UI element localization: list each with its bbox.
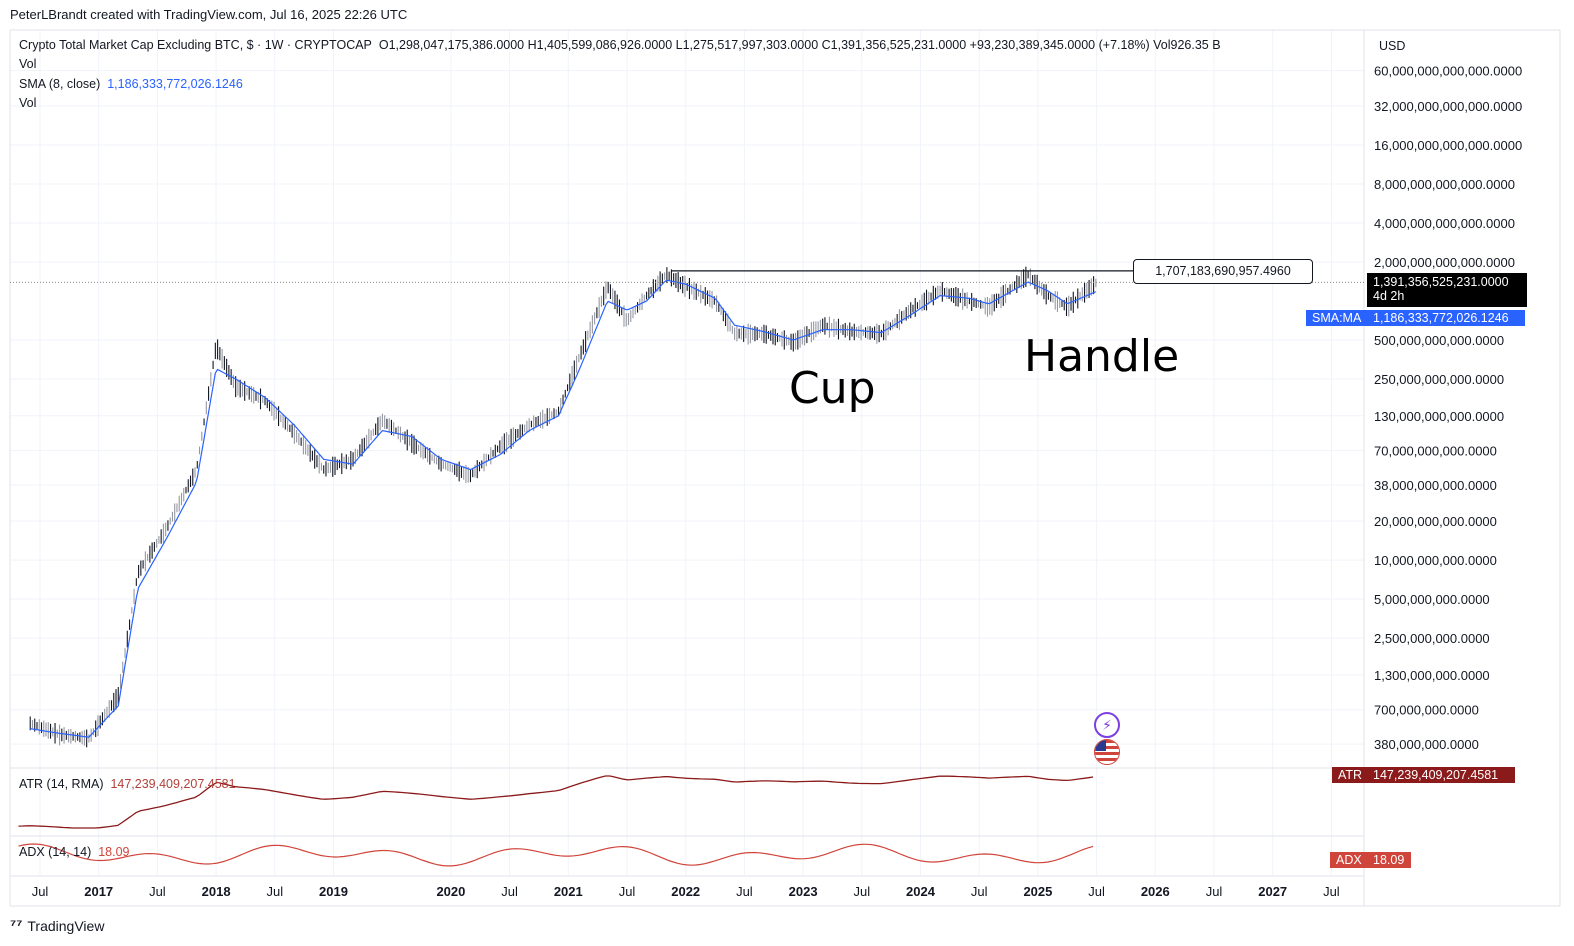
- price-axis-label: 60,000,000,000,000.0000: [1374, 64, 1522, 79]
- sma-tag: SMA:MA: [1306, 310, 1368, 326]
- adx-legend-label: ADX (14, 14): [19, 845, 92, 859]
- symbol-title: Crypto Total Market Cap Excluding BTC, $…: [19, 38, 372, 52]
- atr-line: [18, 775, 1094, 829]
- adx-tag: ADX: [1330, 852, 1368, 868]
- price-axis-label: 380,000,000.0000: [1374, 737, 1479, 752]
- time-axis-label: 2025: [1023, 884, 1052, 899]
- price-candles: [29, 266, 1097, 748]
- chart-credit: PeterLBrandt created with TradingView.co…: [10, 7, 408, 22]
- sma-legend-label: SMA (8, close): [19, 77, 101, 91]
- handle-annotation: Handle: [1024, 331, 1179, 382]
- atr-legend-value: 147,239,409,207.4581: [110, 777, 236, 791]
- time-axis-label: 2023: [789, 884, 818, 899]
- price-axis-label: 500,000,000,000.0000: [1374, 333, 1504, 348]
- time-axis-label: Jul: [1323, 884, 1340, 899]
- price-axis-label: 2,000,000,000,000.0000: [1374, 255, 1515, 270]
- time-axis-label: 2020: [436, 884, 465, 899]
- time-axis-label: 2018: [202, 884, 231, 899]
- sma-legend-value: 1,186,333,772,026.1246: [107, 77, 243, 91]
- price-axis-label: 32,000,000,000,000.0000: [1374, 99, 1522, 114]
- price-axis: 60,000,000,000,000.0000 32,000,000,000,00…: [1374, 64, 1522, 752]
- time-axis-label: Jul: [853, 884, 870, 899]
- time-axis-label: 2026: [1141, 884, 1170, 899]
- symbol-legend[interactable]: Crypto Total Market Cap Excluding BTC, $…: [19, 38, 1221, 52]
- tradingview-logo[interactable]: ⁷⁷ TradingView: [10, 917, 104, 934]
- vol-legend[interactable]: Vol: [19, 57, 37, 71]
- time-axis-label: Jul: [32, 884, 49, 899]
- price-axis-label: 10,000,000,000.0000: [1374, 553, 1497, 568]
- time-axis-label: 2019: [319, 884, 348, 899]
- time-axis-label: Jul: [501, 884, 518, 899]
- us-flag-icon[interactable]: [1094, 739, 1120, 765]
- price-axis-label: 20,000,000,000.0000: [1374, 514, 1497, 529]
- time-axis-label: 2022: [671, 884, 700, 899]
- price-axis-label: 4,000,000,000,000.0000: [1374, 216, 1515, 231]
- resistance-callout[interactable]: 1,707,183,690,957.4960: [1133, 259, 1313, 284]
- time-axis-label: Jul: [266, 884, 283, 899]
- time-axis-label: Jul: [1206, 884, 1223, 899]
- last-price-tag: 1,391,356,525,231.0000 4d 2h: [1367, 273, 1527, 307]
- time-axis-label: Jul: [736, 884, 753, 899]
- price-axis-label: 16,000,000,000,000.0000: [1374, 138, 1522, 153]
- atr-tag: ATR: [1332, 767, 1369, 783]
- price-axis-label: 70,000,000,000.0000: [1374, 444, 1497, 459]
- price-axis-label: 5,000,000,000.0000: [1374, 592, 1490, 607]
- time-axis-label: Jul: [619, 884, 636, 899]
- ohlc-values: O1,298,047,175,386.0000 H1,405,599,086,9…: [378, 38, 1221, 52]
- bar-countdown: 4d 2h: [1373, 289, 1405, 303]
- price-axis-label: 700,000,000.0000: [1374, 703, 1479, 718]
- time-axis-label: Jul: [1088, 884, 1105, 899]
- tradingview-logo-icon: ⁷⁷: [10, 917, 23, 934]
- atr-legend-label: ATR (14, RMA): [19, 777, 104, 791]
- price-axis-label: 250,000,000,000.0000: [1374, 372, 1504, 387]
- sma-line: [30, 279, 1097, 738]
- time-axis-label: 2024: [906, 884, 936, 899]
- price-axis-label: 8,000,000,000,000.0000: [1374, 177, 1515, 192]
- price-axis-label: 130,000,000,000.0000: [1374, 409, 1504, 424]
- adx-legend[interactable]: ADX (14, 14) 18.09: [19, 845, 130, 859]
- adx-tag-value: 18.09: [1367, 852, 1411, 868]
- currency-label[interactable]: USD: [1379, 39, 1406, 53]
- grid: [10, 30, 1364, 875]
- sma-tag-value: 1,186,333,772,026.1246: [1367, 310, 1525, 326]
- time-axis-label: 2021: [554, 884, 583, 899]
- sma-legend[interactable]: SMA (8, close) 1,186,333,772,026.1246: [19, 77, 243, 91]
- adx-line: [18, 843, 1094, 867]
- price-axis-label: 38,000,000,000.0000: [1374, 478, 1497, 493]
- adx-legend-value: 18.09: [98, 845, 130, 859]
- time-axis-label: Jul: [971, 884, 988, 899]
- price-axis-label: 2,500,000,000.0000: [1374, 631, 1490, 646]
- time-axis-label: 2017: [84, 884, 113, 899]
- last-price-value: 1,391,356,525,231.0000: [1373, 275, 1509, 289]
- time-axis-label: 2027: [1258, 884, 1287, 899]
- pane-separators: [9, 29, 1561, 907]
- cup-annotation: Cup: [789, 363, 876, 414]
- vol-legend-2[interactable]: Vol: [19, 96, 37, 110]
- price-axis-label: 1,300,000,000.0000: [1374, 668, 1490, 683]
- atr-tag-value: 147,239,409,207.4581: [1367, 767, 1515, 783]
- lightning-icon[interactable]: ⚡: [1094, 712, 1120, 738]
- tradingview-logo-text: TradingView: [27, 917, 105, 934]
- time-axis-label: Jul: [149, 884, 166, 899]
- atr-legend[interactable]: ATR (14, RMA) 147,239,409,207.4581: [19, 777, 236, 791]
- time-axis: Jul 2017 Jul 2018 Jul 2019 2020 Jul 2021 Jul 2022 J…: [32, 884, 1340, 899]
